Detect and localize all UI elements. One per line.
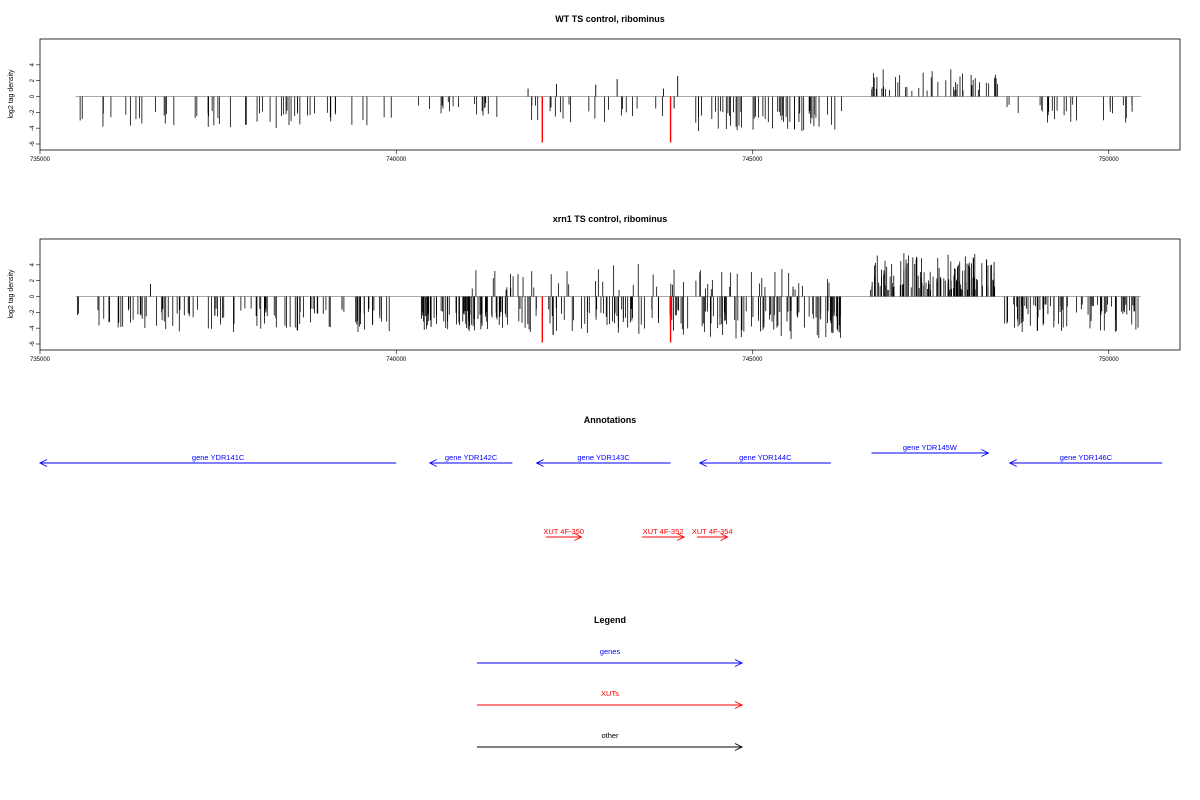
y-tick-label: 4 [30, 263, 36, 267]
gene-arrow [428, 459, 513, 467]
gene-label: gene YDR145W [903, 443, 958, 452]
legend-arrow [477, 659, 744, 667]
gene-arrow [698, 459, 831, 467]
legend-label: XUTs [601, 689, 619, 698]
xrn1-plot-frame [39, 238, 1181, 351]
xrn1-track-panel: xrn1 TS control, ribominus log2 tag dens… [8, 214, 1181, 363]
xut-arrow [642, 533, 686, 541]
x-tick-label: 750000 [1099, 157, 1120, 163]
xrn1-track-title: xrn1 TS control, ribominus [553, 214, 668, 224]
gene-arrows: gene YDR141C gene YDR142C gene YDR143C gene… [38, 443, 1163, 467]
legend: Legend genes XUTs other [477, 615, 744, 751]
gene-arrow [535, 459, 671, 467]
gene-arrow [38, 459, 397, 467]
legend-arrow [477, 701, 744, 709]
xut-arrow [545, 533, 583, 541]
gene-label: gene YDR144C [739, 453, 792, 462]
y-tick-label: -2 [30, 309, 36, 315]
y-tick-label: -4 [30, 125, 36, 131]
gene-label: gene YDR142C [445, 453, 498, 462]
y-tick-label: 4 [30, 63, 36, 67]
x-tick-label: 745000 [742, 357, 763, 363]
y-tick-label: -6 [30, 141, 36, 147]
wt-bars [75, 69, 1141, 143]
legend-label: genes [600, 647, 621, 656]
xut-label: XUT 4F-352 [643, 527, 684, 536]
gene-label: gene YDR141C [192, 453, 245, 462]
y-tick-label: -2 [30, 109, 36, 115]
xrn1-y-axis-label: log2 tag density [8, 269, 15, 319]
xut-arrow [696, 533, 729, 541]
gene-label: gene YDR143C [577, 453, 630, 462]
y-tick-label: 2 [30, 278, 36, 282]
y-tick-label: -6 [30, 341, 36, 347]
wt-axes: -6 -4 -2 0 2 4 735000 740000 745000 750000 [30, 63, 1119, 163]
y-tick-label: 0 [30, 94, 36, 98]
wt-plot-frame [39, 38, 1181, 151]
x-tick-label: 740000 [386, 157, 407, 163]
xut-label: XUT 4F-350 [543, 527, 584, 536]
gene-arrow [1008, 459, 1163, 467]
xut-label: XUT 4F-354 [692, 527, 733, 536]
y-tick-label: 2 [30, 78, 36, 82]
x-tick-label: 740000 [386, 357, 407, 363]
wt-y-axis-label: log2 tag density [8, 69, 15, 119]
gene-label: gene YDR146C [1060, 453, 1113, 462]
annotations-title: Annotations [584, 415, 637, 425]
legend-label: other [601, 731, 619, 740]
legend-arrow [477, 743, 744, 751]
xrn1-bars [75, 253, 1141, 343]
y-tick-label: -4 [30, 325, 36, 331]
xrn1-axes: -6 -4 -2 0 2 4 735000 740000 745000 750000 [30, 263, 1119, 363]
gene-arrow [871, 449, 990, 457]
x-tick-label: 735000 [30, 357, 51, 363]
legend-items: genes XUTs other [477, 647, 744, 751]
xut-arrows: XUT 4F-350 XUT 4F-352 XUT 4F-354 [543, 527, 733, 541]
wt-track-panel: WT TS control, ribominus log2 tag densit… [8, 14, 1181, 163]
y-tick-label: 0 [30, 294, 36, 298]
annotations-panel: Annotations gene YDR141C gene YDR142C gene… [38, 415, 1163, 541]
legend-title: Legend [594, 615, 626, 625]
wt-track-title: WT TS control, ribominus [555, 14, 665, 24]
x-tick-label: 735000 [30, 157, 51, 163]
x-tick-label: 750000 [1099, 357, 1120, 363]
x-tick-label: 745000 [742, 157, 763, 163]
